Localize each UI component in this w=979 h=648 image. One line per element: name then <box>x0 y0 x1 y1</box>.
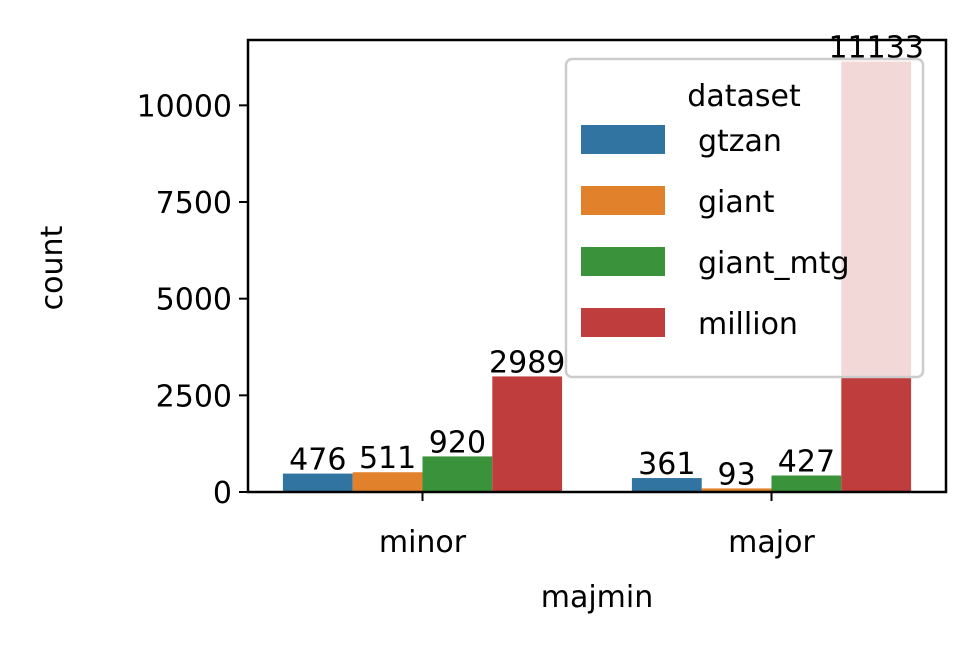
x-tick-label-minor: minor <box>379 525 467 560</box>
legend-swatch-giant_mtg <box>581 247 665 276</box>
y-tick-label: 0 <box>213 476 232 511</box>
bar-million-minor <box>492 376 563 492</box>
plot-frame <box>246 38 948 494</box>
y-tick-label: 2500 <box>156 379 232 414</box>
bar-giant_mtg-minor <box>422 456 493 492</box>
bar-giant_mtg-major <box>771 475 842 492</box>
bar-giant-major <box>701 488 772 492</box>
y-tick-label: 10000 <box>137 89 232 124</box>
bar-gtzan-major <box>631 478 702 492</box>
bar-giant-minor <box>352 472 423 492</box>
y-axis-title: count <box>35 225 70 310</box>
x-axis-title: majmin <box>541 580 654 615</box>
x-tick-label-major: major <box>728 525 815 560</box>
legend-label-giant_mtg: giant_mtg <box>698 246 850 281</box>
legend-label-giant: giant <box>698 185 775 220</box>
legend-swatch-million <box>581 308 665 337</box>
data-label-gtzan-minor: 476 <box>289 443 346 478</box>
legend-swatch-gtzan <box>581 125 665 154</box>
data-label-giant-minor: 511 <box>359 441 416 476</box>
bar-gtzan-minor <box>282 473 353 492</box>
legend-title: dataset <box>687 79 801 114</box>
data-label-gtzan-major: 361 <box>638 447 695 482</box>
data-label-giant_mtg-minor: 920 <box>429 425 486 460</box>
y-axis: 0 2500 5000 7500 10000 <box>137 89 248 511</box>
data-label-giant-major: 93 <box>718 457 756 492</box>
y-tick-label: 5000 <box>156 283 232 318</box>
y-tick-label: 7500 <box>156 186 232 221</box>
data-label-million-minor: 2989 <box>489 345 565 380</box>
legend-label-million: million <box>698 307 798 342</box>
legend-swatch-giant <box>581 186 665 215</box>
data-label-giant_mtg-major: 427 <box>778 444 835 479</box>
legend-label-gtzan: gtzan <box>698 124 782 159</box>
x-axis: minor major <box>379 492 815 560</box>
